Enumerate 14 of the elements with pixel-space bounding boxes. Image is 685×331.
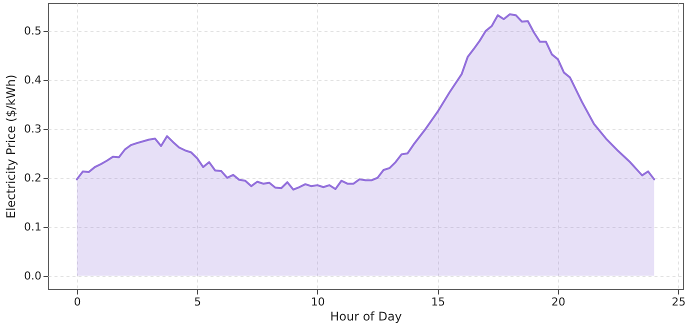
x-axis-title: Hour of Day <box>330 310 402 324</box>
y-tick-label: 0.0 <box>24 269 42 282</box>
y-axis-title: Electricity Price ($/kWh) <box>4 74 18 218</box>
x-tick-label: 0 <box>74 296 81 308</box>
y-tick-label: 0.1 <box>24 220 42 234</box>
x-tick-label: 20 <box>551 296 566 308</box>
y-tick-label: 0.5 <box>24 24 42 38</box>
x-tick-label: 5 <box>194 296 202 308</box>
y-tick-label: 0.4 <box>24 73 42 86</box>
y-tick-label: 0.2 <box>24 171 42 184</box>
x-tick-label: 10 <box>310 296 325 308</box>
x-tick-label: 25 <box>672 296 685 308</box>
y-tick-label: 0.3 <box>24 122 42 136</box>
x-tick-label: 15 <box>431 296 446 308</box>
